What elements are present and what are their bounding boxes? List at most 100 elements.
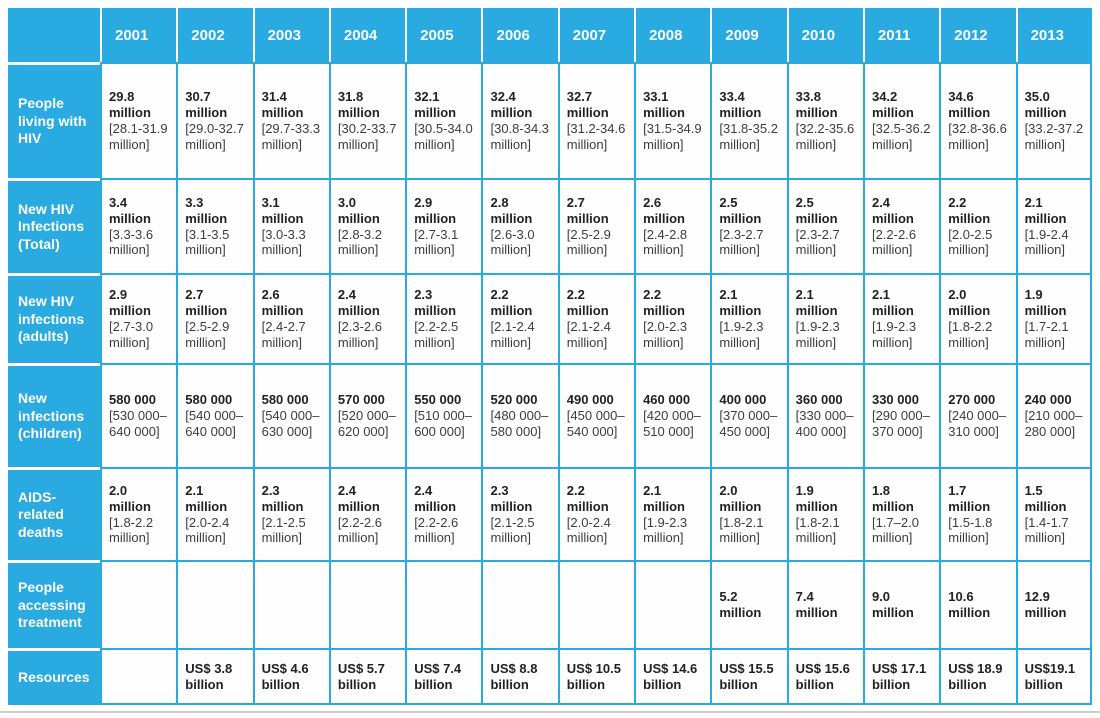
data-cell bbox=[405, 560, 482, 648]
cell-range: [2.2-2.6 million] bbox=[414, 514, 459, 546]
cell-range: [1.7–2.0 million] bbox=[871, 514, 919, 546]
row-label: AIDS-related deaths bbox=[8, 467, 100, 560]
row-label: New HIV infections (adults) bbox=[8, 273, 100, 363]
cell-value: 360 000 bbox=[795, 392, 843, 408]
data-cell bbox=[634, 560, 711, 648]
cell-value: 30.7 million bbox=[185, 89, 228, 121]
data-cell: US$ 14.6 billion bbox=[634, 648, 711, 705]
data-cell: US$ 15.5 billion bbox=[710, 648, 787, 705]
cell-range: [540 000–640 000] bbox=[185, 408, 244, 439]
data-cell: 2.1 million [1.9-2.3 million] bbox=[786, 273, 863, 363]
cell-value: 2.3 million bbox=[261, 482, 304, 514]
cell-value: 2.1 million bbox=[1024, 194, 1067, 226]
data-cell: 30.7 million [29.0-32.7 million] bbox=[176, 62, 253, 178]
cell-range: [28.1-31.9 million] bbox=[109, 121, 168, 152]
cell-value: 2.2 million bbox=[948, 194, 991, 226]
cell-value: 7.4 million bbox=[795, 589, 838, 620]
data-cell: 270 000 [240 000–310 000] bbox=[939, 363, 1016, 467]
cell-range: [32.5-36.2 million] bbox=[871, 121, 931, 152]
cell-value: 2.4 million bbox=[871, 194, 914, 226]
cell-value: 3.0 million bbox=[337, 194, 380, 226]
cell-range: [3.1-3.5 million] bbox=[185, 226, 230, 258]
data-cell: 2.0 million [1.8-2.1 million] bbox=[710, 467, 787, 560]
cell-range: [1.8-2.2 million] bbox=[109, 514, 154, 546]
cell-range: [2.2-2.6 million] bbox=[871, 226, 917, 258]
year-header: 2010 bbox=[786, 8, 863, 62]
cell-value: 1.8 million bbox=[871, 482, 914, 514]
table-body: People living with HIV 29.8 million [28.1-… bbox=[8, 62, 1092, 705]
year-header: 2002 bbox=[176, 8, 253, 62]
cell-value: 33.8 million bbox=[795, 89, 838, 121]
cell-range: [240 000–310 000] bbox=[948, 408, 1007, 439]
cell-value: 3.1 million bbox=[261, 194, 304, 226]
cell-value: 580 000 bbox=[261, 392, 309, 408]
table-row: People living with HIV 29.8 million [28.1-… bbox=[8, 62, 1092, 178]
cell-value: 2.9 million bbox=[414, 194, 457, 226]
cell-value: 34.2 million bbox=[871, 89, 914, 121]
data-cell: US$ 5.7 billion bbox=[328, 648, 406, 705]
page-bottom-rule bbox=[0, 711, 1100, 713]
cell-value: 32.7 million bbox=[566, 89, 609, 121]
cell-value: 2.7 million bbox=[566, 194, 609, 226]
data-cell: 2.4 million [2.2-2.6 million] bbox=[862, 178, 940, 273]
cell-range: [210 000–280 000] bbox=[1024, 408, 1083, 439]
data-cell: 2.2 million [2.0-2.3 million] bbox=[634, 273, 711, 363]
data-cell: 2.4 million [2.2-2.6 million] bbox=[405, 467, 482, 560]
data-cell: 32.7 million [31.2-34.6 million] bbox=[557, 62, 635, 178]
cell-range: [2.7-3.0 million] bbox=[109, 319, 154, 350]
cell-value: 2.4 million bbox=[337, 482, 380, 514]
cell-value: 2.2 million bbox=[643, 287, 685, 319]
data-cell: 2.8 million [2.6-3.0 million] bbox=[481, 178, 558, 273]
data-cell: 580 000 [540 000–640 000] bbox=[176, 363, 253, 467]
data-cell bbox=[176, 560, 253, 648]
row-label: People accessing treatment bbox=[8, 560, 100, 648]
data-cell: 330 000 [290 000–370 000] bbox=[862, 363, 940, 467]
cell-value: 9.0 million bbox=[871, 589, 914, 620]
table-row: New HIV infections (adults) 2.9 million [2… bbox=[8, 273, 1092, 363]
data-cell: 2.7 million [2.5-2.9 million] bbox=[176, 273, 253, 363]
cell-value: US$ 3.8 billion bbox=[185, 660, 233, 692]
cell-value: 1.5 million bbox=[1024, 482, 1067, 514]
cell-range: [31.5-34.9 million] bbox=[643, 121, 702, 152]
data-cell: 3.0 million [2.8-3.2 million] bbox=[328, 178, 406, 273]
cell-range: [1.5-1.8 million] bbox=[948, 514, 993, 546]
data-cell: 2.0 million [1.8-2.2 million] bbox=[939, 273, 1016, 363]
data-cell: 12.9 million bbox=[1015, 560, 1092, 648]
data-cell: 2.6 million [2.4-2.7 million] bbox=[252, 273, 329, 363]
cell-value: 5.2 million bbox=[719, 589, 762, 620]
data-cell: 31.4 million [29.7-33.3 million] bbox=[252, 62, 329, 178]
data-cell: 1.7 million [1.5-1.8 million] bbox=[939, 467, 1016, 560]
data-cell: 1.9 million [1.7-2.1 million] bbox=[1015, 273, 1092, 363]
cell-value: 34.6 million bbox=[948, 89, 991, 121]
cell-range: [330 000–400 000] bbox=[795, 408, 854, 439]
cell-range: [2.0-2.5 million] bbox=[948, 226, 993, 258]
data-cell: US$ 18.9 billion bbox=[939, 648, 1016, 705]
cell-value: 400 000 bbox=[719, 392, 767, 408]
data-cell: 2.2 million [2.0-2.4 million] bbox=[557, 467, 635, 560]
data-cell: 35.0 million [33.2-37.2 million] bbox=[1015, 62, 1092, 178]
table-row: People accessing treatment 5.2 million 7.4… bbox=[8, 560, 1092, 648]
corner-cell bbox=[8, 8, 100, 62]
table-header: 2001 2002 2003 2004 2005 2006 2007 2008 2009 2010… bbox=[8, 8, 1092, 62]
cell-range: [2.1-2.5 million] bbox=[490, 514, 535, 546]
cell-value: US$ 5.7 billion bbox=[337, 660, 385, 692]
data-cell: 2.9 million [2.7-3.1 million] bbox=[405, 178, 482, 273]
data-cell: 570 000 [520 000–620 000] bbox=[328, 363, 406, 467]
cell-range: [530 000–640 000] bbox=[109, 408, 167, 439]
cell-range: [2.1-2.4 million] bbox=[566, 319, 611, 350]
data-cell: US$ 7.4 billion bbox=[405, 648, 482, 705]
cell-range: [3.0-3.3 million] bbox=[261, 226, 306, 258]
data-cell: 10.6 million bbox=[939, 560, 1016, 648]
cell-range: [30.8-34.3 million] bbox=[490, 121, 550, 152]
data-cell: 2.2 million [2.1-2.4 million] bbox=[557, 273, 635, 363]
cell-value: 31.8 million bbox=[337, 89, 380, 121]
data-cell: US$19.1 billion bbox=[1015, 648, 1092, 705]
cell-range: [1.4-1.7 million] bbox=[1024, 514, 1069, 546]
cell-value: 2.0 million bbox=[948, 287, 991, 319]
cell-value: 32.1 million bbox=[414, 89, 457, 121]
cell-value: 2.1 million bbox=[795, 287, 838, 319]
year-header: 2005 bbox=[405, 8, 482, 62]
cell-range: [2.2-2.6 million] bbox=[337, 514, 382, 546]
cell-value: 2.6 million bbox=[643, 194, 685, 226]
cell-value: 2.8 million bbox=[490, 194, 533, 226]
